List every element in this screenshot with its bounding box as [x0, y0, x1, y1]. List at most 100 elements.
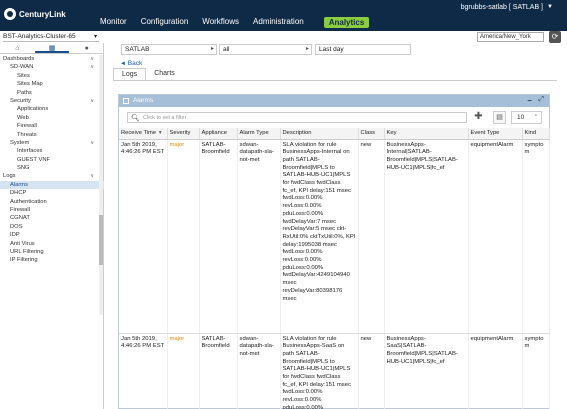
- puzzle-icon[interactable]: ✚: [474, 111, 483, 122]
- table-row[interactable]: Jan 5th 2019, 4:46:26 PM EST major SATLA…: [119, 333, 550, 409]
- panel-title: Alarms: [133, 97, 154, 104]
- table-row[interactable]: Jan 5th 2019, 4:46:26 PM EST major SATLA…: [119, 139, 550, 334]
- column-description[interactable]: Description: [280, 128, 359, 140]
- sidebar-item-label: IP Filtering: [10, 257, 38, 264]
- nav-monitor[interactable]: Monitor: [100, 17, 127, 26]
- sidebar-item-authentication[interactable]: Authentication: [0, 198, 104, 206]
- back-link[interactable]: ◄ Back: [120, 60, 142, 67]
- cell-appliance: SATLAB-Broomfield: [199, 333, 238, 409]
- scrollbar-thumb[interactable]: [99, 215, 103, 265]
- chevron-down-icon[interactable]: ▼: [547, 4, 553, 10]
- cell-key: BusinessApps-SaaS|SATLAB-Broomfield|MPLS…: [384, 333, 469, 409]
- timezone-select[interactable]: America/New_York: [477, 32, 544, 42]
- chevron-down-icon[interactable]: ∨: [90, 173, 94, 180]
- save-icon[interactable]: ▤: [493, 111, 506, 124]
- sidebar-item-firewall[interactable]: Firewall: [0, 122, 104, 130]
- time-range-value: Last day: [319, 46, 344, 53]
- page-size-select[interactable]: 10 ⌃: [511, 111, 542, 124]
- sidebar-item-threats[interactable]: Threats: [0, 131, 104, 139]
- sidebar-tabs: ⌂ ▦ ●: [0, 43, 104, 54]
- column-appliance[interactable]: Appliance: [199, 128, 238, 140]
- sidebar-item-sd-wan[interactable]: SD-WAN ∨: [0, 63, 104, 71]
- cell-receive-time: Jan 5th 2019, 4:46:26 PM EST: [119, 139, 168, 334]
- nav-analytics[interactable]: Analytics: [323, 17, 370, 28]
- column-key[interactable]: Key: [384, 128, 469, 140]
- cluster-select[interactable]: BST-Analytics-Cluster-65 ▾: [3, 33, 99, 42]
- time-range-select[interactable]: Last day: [315, 44, 411, 55]
- sidebar-item-label: Web: [17, 114, 29, 121]
- cell-alarm-type: sdwan-datapath-sla-not-met: [237, 139, 281, 334]
- sidebar-scrollbar[interactable]: [99, 55, 103, 315]
- cell-severity: major: [167, 333, 200, 409]
- home-icon[interactable]: ⌂: [15, 45, 20, 52]
- column-event-type[interactable]: Event Type: [468, 128, 523, 140]
- sidebar-item-ip-filtering[interactable]: IP Filtering: [0, 256, 104, 264]
- sidebar-item-firewall[interactable]: Firewall: [0, 206, 104, 214]
- nav-administration[interactable]: Administration: [253, 17, 304, 26]
- sidebar-item-sites[interactable]: Sites: [0, 72, 104, 80]
- tenant-select-value: SATLAB: [125, 46, 150, 53]
- sidebar-item-url-filtering[interactable]: URL Filtering: [0, 248, 104, 256]
- scope-select-value: all: [223, 46, 230, 53]
- cell-kind: symptom: [522, 139, 550, 334]
- top-navigation-bar: CenturyLink Monitor Configuration Workfl…: [0, 0, 567, 31]
- user-icon[interactable]: ●: [84, 45, 89, 52]
- sidebar-item-anti-virus[interactable]: Anti Virus: [0, 240, 104, 248]
- filter-input[interactable]: 🔍︎ Click to set a filter: [127, 112, 467, 123]
- column-receive-time[interactable]: Receive Time ▼: [119, 128, 168, 140]
- sidebar-item-idp[interactable]: IDP: [0, 231, 104, 239]
- sidebar-item-label: Anti Virus: [10, 240, 35, 247]
- sidebar-item-sng[interactable]: SNG: [0, 164, 104, 172]
- user-menu[interactable]: bgrubbs-satlab [ SATLAB ]: [460, 4, 543, 11]
- column-kind[interactable]: Kind: [522, 128, 550, 140]
- tab-logs[interactable]: Logs: [113, 68, 147, 80]
- cell-key: BusinessApps-Internal|SATLAB-Broomfield|…: [384, 139, 469, 334]
- column-class[interactable]: Class: [358, 128, 385, 140]
- filter-toolbar: 🔍︎ Click to set a filter ✚ ▤ 10 ⌃: [119, 110, 549, 125]
- sidebar-item-security[interactable]: Security ∨: [0, 97, 104, 105]
- sidebar-item-logs[interactable]: Logs ∨: [0, 172, 104, 180]
- sidebar-item-label: CGNAT: [10, 215, 30, 222]
- sidebar-list: Dashboards ∨ SD-WAN ∨ Sites Sites Map Paths Sec…: [0, 55, 104, 265]
- scope-select[interactable]: all ▸: [219, 44, 312, 55]
- sidebar-item-label: DOS: [10, 223, 23, 230]
- sidebar-item-guest-vnf[interactable]: GUEST VNF: [0, 156, 104, 164]
- chevron-down-icon[interactable]: ∨: [90, 64, 94, 71]
- table-header-row: Receive Time ▼ Severity Appliance Alarm …: [119, 128, 550, 140]
- sidebar-item-system[interactable]: System ∨: [0, 139, 104, 147]
- cell-kind: symptom: [522, 333, 550, 409]
- sidebar-item-dos[interactable]: DOS: [0, 223, 104, 231]
- devices-icon[interactable]: ▦: [34, 43, 70, 53]
- brand-logo[interactable]: CenturyLink: [4, 8, 66, 20]
- sidebar-item-interfaces[interactable]: Interfaces: [0, 147, 104, 155]
- sidebar-item-cgnat[interactable]: CGNAT: [0, 214, 104, 222]
- chevron-down-icon[interactable]: ∨: [90, 56, 94, 62]
- sidebar-item-web[interactable]: Web: [0, 114, 104, 122]
- sidebar-item-alarms[interactable]: Alarms: [0, 180, 104, 190]
- expand-icon[interactable]: ⤢: [538, 96, 544, 103]
- column-alarm-type[interactable]: Alarm Type: [237, 128, 281, 140]
- minimize-icon[interactable]: –: [527, 96, 532, 105]
- search-icon: 🔍︎: [131, 115, 140, 122]
- chevron-down-icon[interactable]: ∨: [90, 139, 94, 146]
- cell-alarm-type: sdwan-datapath-sla-not-met: [237, 333, 281, 409]
- sidebar-item-label: Alarms: [10, 181, 29, 188]
- tab-charts[interactable]: Charts: [154, 70, 175, 77]
- sidebar: ⌂ ▦ ● Dashboards ∨ SD-WAN ∨ Sites Sites Map Pa…: [0, 43, 104, 409]
- tenant-select[interactable]: SATLAB ▸: [121, 44, 217, 55]
- sidebar-item-label: Applications: [17, 106, 49, 113]
- sidebar-item-label: System: [10, 139, 30, 146]
- chevron-down-icon[interactable]: ∨: [90, 97, 94, 104]
- sidebar-item-label: SNG: [17, 165, 30, 172]
- sidebar-item-label: Logs: [3, 173, 16, 180]
- nav-configuration[interactable]: Configuration: [140, 17, 189, 26]
- column-severity[interactable]: Severity: [167, 128, 200, 140]
- sidebar-item-dhcp[interactable]: DHCP: [0, 189, 104, 197]
- sidebar-item-dashboards[interactable]: Dashboards ∨: [0, 55, 104, 63]
- sidebar-item-sites-map[interactable]: Sites Map: [0, 80, 104, 88]
- sidebar-item-paths[interactable]: Paths: [0, 89, 104, 97]
- sidebar-item-applications[interactable]: Applications: [0, 105, 104, 113]
- cell-event-type: equipmentAlarm: [468, 333, 523, 409]
- nav-workflows[interactable]: Workflows: [202, 17, 240, 26]
- refresh-icon[interactable]: ⟳: [549, 31, 561, 43]
